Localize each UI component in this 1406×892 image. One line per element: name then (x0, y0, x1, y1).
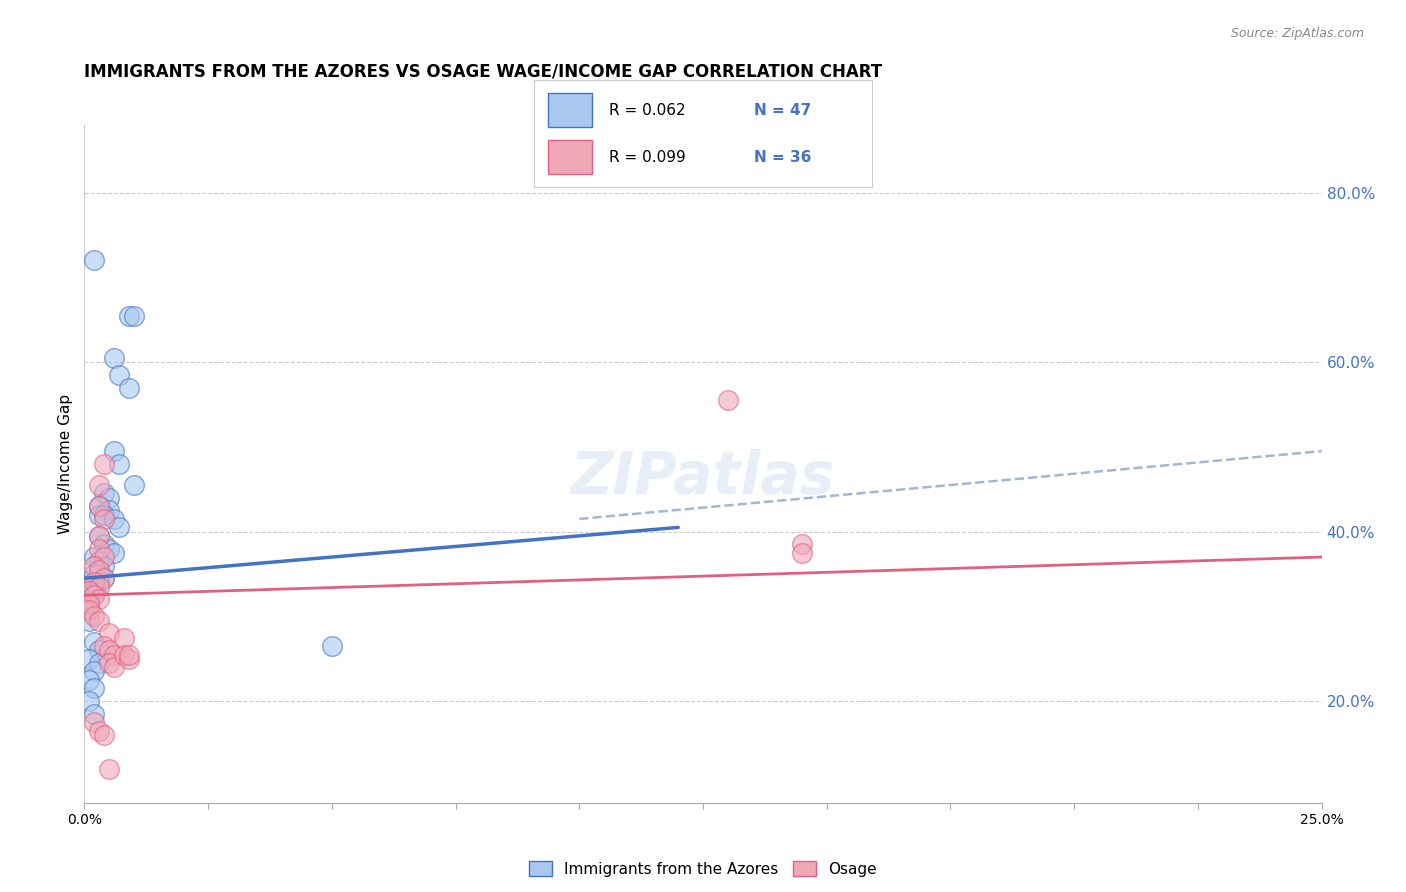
Point (103, 546, 125, 560)
Point (79, 694, 101, 708)
Point (122, 309, 145, 323)
Point (79, 597, 101, 611)
Point (93, 457, 115, 471)
Point (122, 478, 145, 492)
Point (83, 567, 105, 582)
Point (79, 592, 101, 607)
Point (83, 558, 105, 573)
Point (790, 537, 813, 551)
Text: N = 36: N = 36 (754, 150, 811, 165)
Point (321, 639, 343, 653)
Point (89, 575, 111, 590)
Point (93, 639, 115, 653)
Text: ZIPatlas: ZIPatlas (571, 449, 835, 506)
Text: Source: ZipAtlas.com: Source: ZipAtlas.com (1230, 27, 1364, 40)
Point (93, 512, 115, 526)
Point (103, 512, 125, 526)
Point (79, 614, 101, 628)
Point (108, 368, 131, 382)
Point (118, 309, 141, 323)
Point (83, 253, 105, 268)
Point (79, 673, 101, 687)
Point (79, 602, 101, 616)
Text: N = 47: N = 47 (754, 103, 811, 118)
Y-axis label: Wage/Income Gap: Wage/Income Gap (58, 393, 73, 534)
Point (98, 626, 121, 640)
Point (83, 588, 105, 602)
Point (108, 457, 131, 471)
Bar (548, 93, 592, 128)
Point (79, 597, 101, 611)
Point (112, 631, 135, 645)
Point (118, 651, 141, 665)
Point (103, 648, 125, 662)
Point (79, 601, 101, 615)
Point (89, 529, 111, 543)
Point (89, 500, 111, 514)
Point (89, 643, 111, 657)
Point (89, 478, 111, 492)
Point (98, 762, 121, 776)
Point (98, 491, 121, 505)
Point (103, 351, 125, 365)
Point (790, 546, 813, 560)
Text: IMMIGRANTS FROM THE AZORES VS OSAGE WAGE/INCOME GAP CORRELATION CHART: IMMIGRANTS FROM THE AZORES VS OSAGE WAGE… (84, 62, 883, 80)
Point (89, 656, 111, 670)
Point (89, 563, 111, 577)
Point (83, 635, 105, 649)
Point (93, 549, 115, 565)
Point (79, 580, 101, 594)
Bar (548, 140, 592, 175)
Point (83, 549, 105, 565)
Point (89, 614, 111, 628)
Point (93, 486, 115, 500)
Point (83, 609, 105, 624)
Point (89, 554, 111, 568)
Point (717, 393, 740, 408)
Point (89, 508, 111, 522)
Point (89, 723, 111, 738)
Point (93, 508, 115, 522)
Point (79, 588, 101, 602)
Point (98, 656, 121, 670)
Point (79, 651, 101, 665)
Point (98, 541, 121, 556)
Point (118, 381, 141, 395)
Point (103, 444, 125, 458)
Point (93, 537, 115, 551)
Point (83, 665, 105, 679)
Point (89, 541, 111, 556)
Point (89, 580, 111, 594)
Point (89, 592, 111, 607)
Point (83, 706, 105, 721)
Text: R = 0.062: R = 0.062 (609, 103, 685, 118)
Point (93, 728, 115, 742)
Point (98, 643, 121, 657)
Point (93, 571, 115, 585)
Point (112, 648, 135, 662)
Legend: Immigrants from the Azores, Osage: Immigrants from the Azores, Osage (529, 861, 877, 877)
Point (108, 520, 131, 534)
Point (89, 529, 111, 543)
Point (83, 575, 105, 590)
Point (83, 715, 105, 730)
Point (93, 558, 115, 573)
Point (98, 503, 121, 517)
Point (83, 575, 105, 590)
Point (103, 660, 125, 674)
Point (79, 583, 101, 598)
Point (118, 648, 141, 662)
Point (89, 500, 111, 514)
Point (83, 588, 105, 602)
Point (83, 583, 105, 598)
Point (93, 571, 115, 585)
Point (83, 681, 105, 696)
Text: R = 0.099: R = 0.099 (609, 150, 685, 165)
Point (89, 567, 111, 582)
